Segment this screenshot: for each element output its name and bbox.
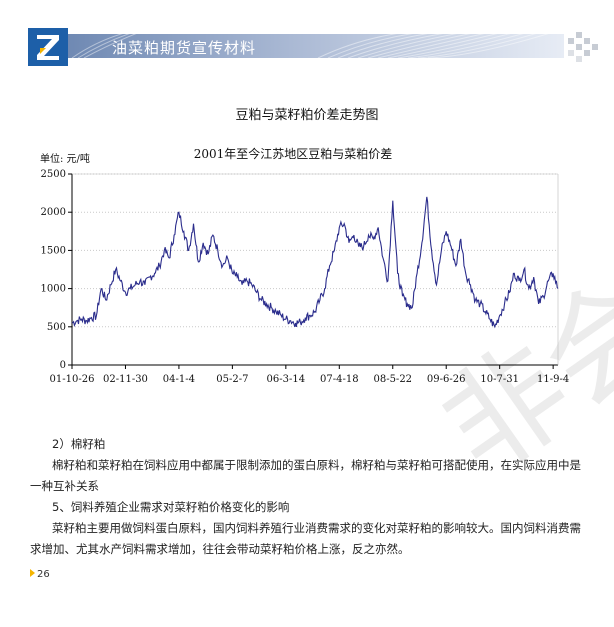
paragraph-cottonseed: 棉籽粕和菜籽粕在饲料应用中都属于限制添加的蛋白原料，棉籽粕与菜籽粕可搭配使用，在… [30, 458, 581, 493]
x-tick-label: 04-1-4 [163, 374, 195, 385]
chart-ylabel: 单位: 元/吨 [40, 152, 90, 165]
chart-grid [72, 173, 558, 328]
header-stripes [71, 34, 549, 58]
x-tick-label: 05-2-7 [216, 374, 248, 385]
y-tick-label: 1500 [41, 245, 66, 256]
header-title: 油菜粕期货宣传材料 [112, 39, 257, 57]
y-tick-label: 1000 [41, 284, 66, 295]
y-tick-label: 2500 [41, 169, 66, 180]
page-number-text: 26 [37, 569, 50, 580]
page-header: 油菜粕期货宣传材料 [28, 26, 598, 68]
section-heading-cottonseed: 2）棉籽粕 [52, 437, 106, 451]
x-tick-label: 02-11-30 [103, 374, 148, 385]
chart-x-ticks: 01-10-26 02-11-30 04-1-4 05-2-7 06-3-14 07-4-… [50, 365, 569, 385]
x-tick-label: 09-6-26 [427, 374, 466, 385]
header-band: 油菜粕期货宣传材料 [68, 34, 564, 58]
page-number: 26 [30, 569, 50, 580]
y-tick-label: 500 [47, 322, 66, 333]
page-marker-icon [30, 569, 35, 577]
paragraph-feed-demand: 菜籽粕主要用做饲料蛋白原料，国内饲料养殖行业消费需求的变化对菜籽粕的影响较大。国… [30, 521, 581, 556]
chart-title: 2001年至今江苏地区豆粕与菜粕价差 [194, 146, 393, 161]
x-tick-label: 08-5-22 [373, 374, 412, 385]
x-tick-label: 01-10-26 [50, 374, 95, 385]
x-tick-label: 06-3-14 [267, 374, 306, 385]
chart-axes [71, 173, 559, 366]
y-tick-label: 2000 [41, 207, 66, 218]
figure-caption: 豆粕与菜籽粕价差走势图 [235, 108, 379, 123]
section-heading-feed-demand: 5、饲料养殖企业需求对菜籽粕价格变化的影响 [52, 500, 290, 514]
x-tick-label: 10-7-31 [480, 374, 519, 385]
company-logo [28, 28, 68, 66]
x-tick-label: 07-4-18 [320, 374, 359, 385]
header-dots-decoration [568, 32, 598, 62]
price-spread-chart: 2001年至今江苏地区豆粕与菜粕价差 单位: 元/吨 0 500 1000 1500 2… [40, 146, 569, 385]
y-tick-label: 0 [60, 360, 66, 371]
chart-y-ticks: 0 500 1000 1500 2000 2500 [41, 169, 72, 371]
x-tick-label: 11-9-4 [537, 374, 569, 385]
body-text: 2）棉籽粕 棉籽粕和菜籽粕在饲料应用中都属于限制添加的蛋白原料，棉籽粕与菜籽粕可… [30, 434, 590, 560]
series-line [71, 196, 559, 329]
z-logo-icon [37, 35, 59, 60]
